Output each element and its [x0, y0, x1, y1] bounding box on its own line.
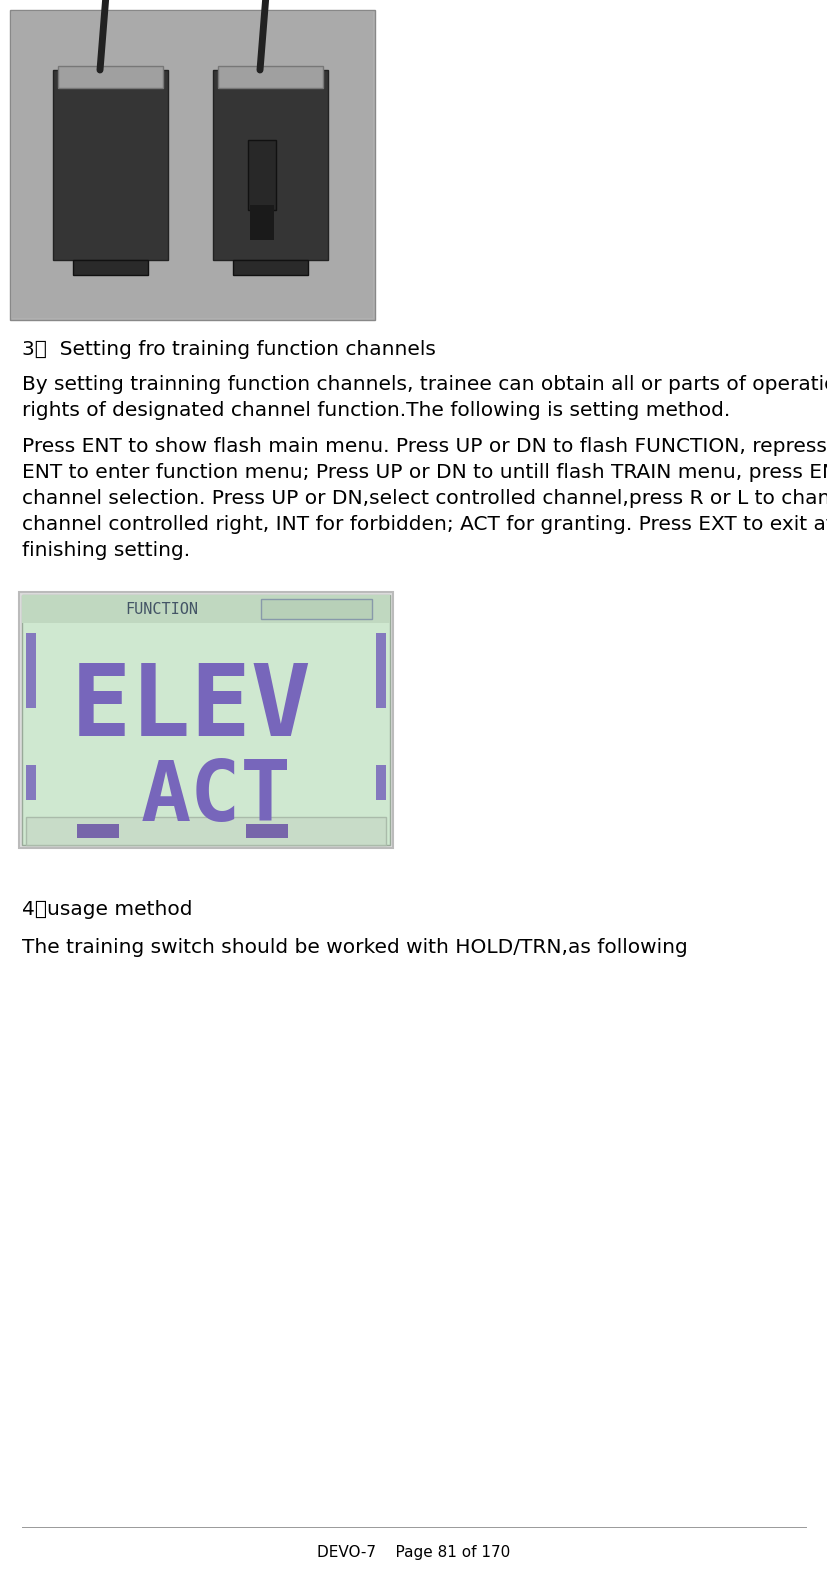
- Bar: [77, 824, 119, 838]
- Bar: [19, 593, 393, 848]
- Bar: [375, 632, 385, 708]
- Bar: [248, 139, 275, 209]
- Bar: [12, 13, 372, 319]
- Text: By setting trainning function channels, trainee can obtain all or parts of opera: By setting trainning function channels, …: [22, 376, 827, 395]
- Bar: [246, 824, 288, 838]
- Bar: [53, 70, 168, 260]
- Text: channel controlled right, INT for forbidden; ACT for granting. Press EXT to exit: channel controlled right, INT for forbid…: [22, 515, 827, 534]
- Text: DEVO-7    Page 81 of 170: DEVO-7 Page 81 of 170: [317, 1545, 510, 1560]
- Text: 4）usage method: 4）usage method: [22, 900, 192, 919]
- Text: ACT: ACT: [141, 758, 291, 838]
- Text: FUNCTION: FUNCTION: [125, 601, 198, 617]
- Text: rights of designated channel function.The following is setting method.: rights of designated channel function.Th…: [22, 401, 729, 420]
- Text: Press ENT to show flash main menu. Press UP or DN to flash FUNCTION, repress: Press ENT to show flash main menu. Press…: [22, 437, 826, 456]
- Bar: [22, 594, 390, 623]
- Bar: [26, 766, 36, 800]
- Text: 3）  Setting fro training function channels: 3） Setting fro training function channel…: [22, 341, 435, 358]
- Bar: [10, 10, 375, 320]
- Text: finishing setting.: finishing setting.: [22, 540, 190, 560]
- Bar: [213, 70, 327, 260]
- Bar: [26, 816, 385, 845]
- Bar: [250, 204, 274, 239]
- Bar: [22, 594, 390, 845]
- Bar: [26, 632, 36, 708]
- Bar: [58, 67, 163, 89]
- Bar: [375, 766, 385, 800]
- Bar: [73, 260, 148, 276]
- Text: ELEV: ELEV: [70, 659, 311, 756]
- Text: ENT to enter function menu; Press UP or DN to untill flash TRAIN menu, press ENT: ENT to enter function menu; Press UP or …: [22, 463, 827, 482]
- Bar: [261, 599, 371, 620]
- Text: channel selection. Press UP or DN,select controlled channel,press R or L to chan: channel selection. Press UP or DN,select…: [22, 490, 827, 509]
- Bar: [232, 260, 308, 276]
- Text: The training switch should be worked with HOLD/TRN,as following: The training switch should be worked wit…: [22, 938, 687, 957]
- Bar: [218, 67, 323, 89]
